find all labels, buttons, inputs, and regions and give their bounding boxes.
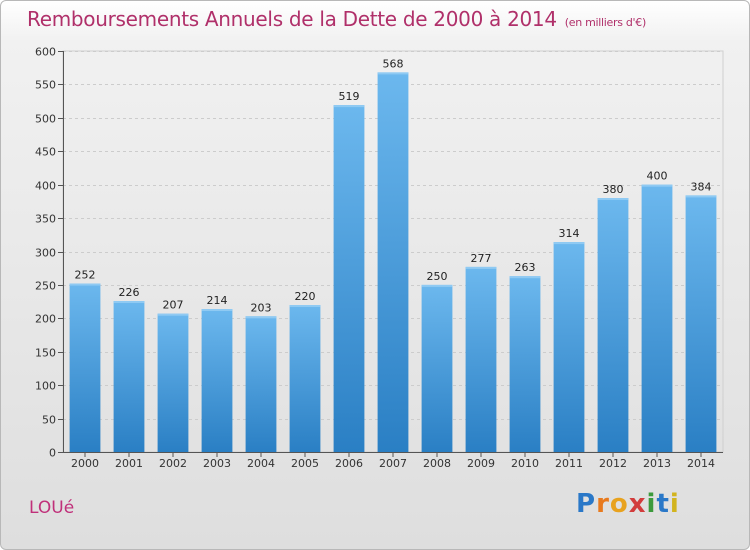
x-tick-label-2007: 2007 xyxy=(379,457,407,470)
x-tick-label-2009: 2009 xyxy=(467,457,495,470)
value-label-2013: 400 xyxy=(647,170,668,183)
bar-highlight-2008 xyxy=(421,284,453,287)
bar-2007 xyxy=(377,72,409,453)
x-tick-label-2002: 2002 xyxy=(159,457,187,470)
bar-highlight-2011 xyxy=(553,242,585,245)
bar-2004 xyxy=(245,316,277,452)
bar-highlight-2005 xyxy=(289,305,321,307)
y-tick-label: 100 xyxy=(35,380,56,393)
chart-title: Remboursements Annuels de la Dette de 20… xyxy=(27,7,646,31)
value-label-2004: 203 xyxy=(251,301,272,314)
value-label-2008: 250 xyxy=(427,270,448,283)
x-tick-label-2008: 2008 xyxy=(423,457,451,470)
value-label-2011: 314 xyxy=(559,227,580,240)
x-tick-label-2005: 2005 xyxy=(291,457,319,470)
y-tick-label: 250 xyxy=(35,280,56,293)
axes: 0 50 100 150 200 250 300 350 400 450 500 550 600 2000… xyxy=(35,46,723,470)
bar-highlight-2013 xyxy=(641,184,673,187)
x-tick-label-2006: 2006 xyxy=(335,457,363,470)
y-tick-label: 600 xyxy=(35,46,56,59)
bar-highlight-2007 xyxy=(377,72,409,75)
y-tick-label: 300 xyxy=(35,247,56,260)
bar-2014 xyxy=(685,195,717,452)
logo-letter: P xyxy=(576,489,597,519)
x-tick-label-2014: 2014 xyxy=(687,457,715,470)
y-tick-label: 400 xyxy=(35,180,56,193)
x-tick-label-2000: 2000 xyxy=(71,457,99,470)
value-label-2006: 519 xyxy=(339,90,360,103)
bar-highlight-2001 xyxy=(113,301,145,303)
y-tick-label: 450 xyxy=(35,146,56,159)
value-label-2003: 214 xyxy=(207,294,228,307)
bar-2012 xyxy=(597,198,629,452)
value-label-2014: 384 xyxy=(691,180,712,193)
value-label-2002: 207 xyxy=(163,299,184,312)
x-tick-label-2003: 2003 xyxy=(203,457,231,470)
bar-2002 xyxy=(157,313,189,452)
bar-2013 xyxy=(641,184,673,452)
bar-2008 xyxy=(421,284,453,452)
x-tick-label-2004: 2004 xyxy=(247,457,275,470)
bar-highlight-2012 xyxy=(597,198,629,200)
value-label-2010: 263 xyxy=(515,261,536,274)
bar-highlight-2000 xyxy=(69,283,101,286)
chart-subtitle: (en milliers d'€) xyxy=(564,16,646,29)
chart-title-text: Remboursements Annuels de la Dette de 20… xyxy=(27,7,557,31)
bar-2003 xyxy=(201,309,233,452)
logo-letter: t xyxy=(656,489,670,519)
bar-2011 xyxy=(553,242,585,452)
y-tick-label: 200 xyxy=(35,313,56,326)
logo-letter: i xyxy=(669,489,680,519)
value-label-2001: 226 xyxy=(119,286,140,299)
bar-highlight-2004 xyxy=(245,316,277,319)
bar-highlight-2014 xyxy=(685,195,717,198)
bar-2005 xyxy=(289,305,321,452)
value-label-2009: 277 xyxy=(471,252,492,265)
proxiti-logo: Proxiti xyxy=(576,489,680,519)
value-label-2012: 380 xyxy=(603,183,624,196)
bar-highlight-2003 xyxy=(201,309,233,311)
x-tick-label-2001: 2001 xyxy=(115,457,143,470)
value-label-2007: 568 xyxy=(383,57,404,70)
bar-highlight-2002 xyxy=(157,313,189,316)
y-tick-label: 500 xyxy=(35,113,56,126)
bar-highlight-2010 xyxy=(509,276,541,279)
bar-highlight-2006 xyxy=(333,105,365,108)
logo-letter: x xyxy=(628,489,647,519)
logo-letter: o xyxy=(609,489,629,519)
x-tick-label-2012: 2012 xyxy=(599,457,627,470)
x-tick-label-2011: 2011 xyxy=(555,457,583,470)
logo-letter: i xyxy=(646,489,657,519)
x-tick-label-2013: 2013 xyxy=(643,457,671,470)
bar-highlight-2009 xyxy=(465,266,497,269)
value-label-2000: 252 xyxy=(75,269,96,282)
y-tick-label: 150 xyxy=(35,347,56,360)
y-tick-label: 350 xyxy=(35,213,56,226)
bar-2010 xyxy=(509,276,541,452)
bar-2001 xyxy=(113,301,145,452)
y-tick-label: 550 xyxy=(35,79,56,92)
bar-2006 xyxy=(333,105,365,452)
logo-letter: r xyxy=(596,489,610,519)
bar-2000 xyxy=(69,283,101,452)
bars: 252 226 207 214 203 220 519 568 250 277 263 314 380 4… xyxy=(69,57,717,453)
y-tick-label: 50 xyxy=(42,414,56,427)
bar-2009 xyxy=(465,266,497,452)
commune-name: LOUé xyxy=(29,498,75,518)
x-tick-label-2010: 2010 xyxy=(511,457,539,470)
y-tick-label: 0 xyxy=(49,447,56,460)
value-label-2005: 220 xyxy=(295,290,316,303)
